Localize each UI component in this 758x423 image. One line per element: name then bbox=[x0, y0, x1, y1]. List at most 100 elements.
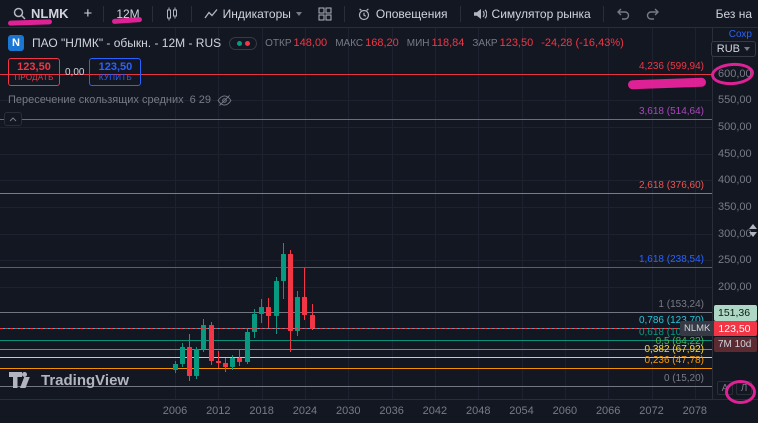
candle-wick bbox=[239, 349, 241, 366]
grid-line-vertical bbox=[564, 28, 566, 399]
open-value: 148,00 bbox=[293, 37, 328, 49]
candle-body bbox=[309, 314, 315, 328]
toolbar-divider bbox=[151, 5, 153, 22]
low-value: 118,84 bbox=[431, 37, 465, 49]
log-scale-button[interactable]: Л bbox=[736, 381, 752, 395]
time-tick-label: 2006 bbox=[162, 405, 188, 417]
low-label: МИН bbox=[406, 38, 430, 49]
price-axis[interactable]: 151,36 NLMK 123,50 7M 10d А Л 600,00 550,… bbox=[680, 28, 758, 399]
price-tick-label: 400,00 bbox=[718, 174, 752, 187]
legend-collapse-button[interactable] bbox=[4, 112, 22, 126]
indicator-legend[interactable]: Пересечение скользящих средних 6 29 bbox=[8, 94, 232, 106]
fib-level-line[interactable] bbox=[0, 73, 712, 75]
chevron-up-icon bbox=[9, 116, 17, 121]
fib-level-line[interactable] bbox=[0, 266, 712, 268]
fib-level-line[interactable] bbox=[0, 311, 712, 313]
price-tick-label: 300,00 bbox=[718, 227, 752, 240]
candle-body bbox=[194, 348, 200, 376]
time-axis[interactable]: 2006 2012 2018 2024 2030 2036 2042 2048 2054 2060… bbox=[0, 399, 758, 423]
grid-line-horizontal bbox=[0, 127, 712, 129]
symbol-tag: NLMK bbox=[680, 320, 715, 336]
buy-button[interactable]: 123,50 КУПИТЬ bbox=[89, 58, 142, 86]
alerts-button[interactable]: Оповещения bbox=[350, 4, 455, 24]
tradingview-logo-icon bbox=[9, 372, 30, 388]
simulator-button[interactable]: Симулятор рынка bbox=[466, 4, 598, 24]
redo-button[interactable] bbox=[639, 5, 667, 23]
undo-button[interactable] bbox=[609, 5, 637, 23]
interval-label: 12M bbox=[116, 6, 140, 21]
grid-line-vertical bbox=[434, 28, 436, 399]
search-icon bbox=[13, 7, 26, 20]
layout-templates-button[interactable] bbox=[311, 4, 339, 24]
main-row: 4,236 (599,94) 3,618 (514,64) 2,618 (376,6… bbox=[0, 28, 758, 399]
candle-body bbox=[208, 325, 214, 361]
time-tick-label: 2078 bbox=[682, 405, 708, 417]
grid-line-vertical bbox=[694, 28, 696, 399]
time-tick-label: 2072 bbox=[639, 405, 664, 417]
auto-scale-button[interactable]: А bbox=[717, 381, 733, 395]
candle-body bbox=[288, 254, 294, 331]
last-price-badge: NLMK 123,50 bbox=[680, 320, 757, 336]
eye-off-icon[interactable] bbox=[217, 94, 232, 106]
grid-line-horizontal bbox=[0, 100, 712, 102]
price-tick-label: 350,00 bbox=[718, 201, 752, 214]
market-status-toggle[interactable] bbox=[229, 36, 258, 50]
toolbar-divider bbox=[459, 5, 461, 22]
grid-line-horizontal bbox=[0, 207, 712, 209]
symbol-title[interactable]: ПАО "НЛМК" - обыкн. - 12M - RUS bbox=[32, 36, 222, 50]
toolbar-divider bbox=[190, 5, 192, 22]
green-dot-icon bbox=[236, 40, 242, 46]
time-tick-label: 2018 bbox=[249, 405, 274, 417]
fib-level-line[interactable] bbox=[0, 368, 712, 370]
trade-widget: 123,50 ПРОДАТЬ 0,00 123,50 КУПИТЬ bbox=[8, 58, 142, 86]
price-tick-label: 550,00 bbox=[718, 94, 752, 107]
fib-level-line[interactable] bbox=[0, 357, 712, 359]
fib-level-line[interactable] bbox=[0, 119, 712, 121]
candle-body bbox=[179, 346, 185, 365]
axis-scroll-arrows[interactable] bbox=[749, 224, 757, 237]
indicator-params: 6 29 bbox=[189, 94, 212, 106]
currency-dropdown[interactable]: RUB bbox=[710, 41, 756, 57]
candle-wick bbox=[217, 351, 219, 369]
save-button[interactable]: Сохр bbox=[728, 29, 752, 40]
candle-body bbox=[259, 307, 265, 314]
compare-add-button[interactable]: + bbox=[78, 2, 99, 25]
indicator-name: Пересечение скользящих средних bbox=[8, 94, 184, 106]
sell-button[interactable]: 123,50 ПРОДАТЬ bbox=[8, 58, 60, 86]
ohlc-high: МАКС 168,20 bbox=[335, 37, 399, 49]
fib-level-line[interactable] bbox=[0, 192, 712, 194]
candle-body bbox=[230, 358, 236, 367]
price-tick-label: 450,00 bbox=[718, 147, 752, 160]
open-label: ОТКР bbox=[265, 38, 292, 49]
candle-body bbox=[223, 362, 229, 367]
fib-level-line[interactable] bbox=[0, 340, 712, 342]
candle-body bbox=[302, 296, 308, 315]
chart-type-button[interactable] bbox=[158, 4, 186, 24]
symbol-logo[interactable]: N bbox=[8, 35, 24, 51]
fib-level-line[interactable] bbox=[0, 348, 712, 350]
tradingview-logo[interactable]: TradingView bbox=[8, 370, 129, 390]
red-dot-icon bbox=[244, 40, 250, 46]
price-tick-label: 250,00 bbox=[718, 254, 752, 267]
chart-canvas[interactable]: 4,236 (599,94) 3,618 (514,64) 2,618 (376,6… bbox=[0, 28, 712, 399]
candle-body bbox=[215, 360, 221, 363]
indicators-label: Индикаторы bbox=[222, 6, 291, 21]
symbol-search-button[interactable]: NLMK bbox=[6, 3, 76, 24]
grid-icon bbox=[318, 7, 332, 20]
chart-area: 4,236 (599,94) 3,618 (514,64) 2,618 (376,6… bbox=[0, 28, 712, 399]
indicators-button[interactable]: Индикаторы bbox=[197, 4, 309, 24]
top-toolbar: NLMK + 12M Индикаторы bbox=[0, 0, 758, 28]
sell-price: 123,50 bbox=[17, 61, 51, 73]
last-price-line bbox=[0, 327, 712, 329]
plus-icon: + bbox=[83, 5, 93, 22]
fib-level-label: 1 (153,24) bbox=[658, 298, 704, 310]
fib-level-line[interactable] bbox=[0, 385, 712, 387]
fib-level-label: 3,618 (514,64) bbox=[638, 106, 704, 118]
grid-line-vertical bbox=[521, 28, 523, 399]
interval-button[interactable]: 12M bbox=[109, 4, 146, 24]
toolbar-divider bbox=[343, 5, 345, 22]
fib-level-label: 1,618 (238,54) bbox=[638, 253, 704, 265]
grid-line-horizontal bbox=[0, 233, 712, 235]
fib-level-label: 4,236 (599,94) bbox=[638, 60, 704, 72]
layout-name[interactable]: Без на bbox=[715, 6, 752, 21]
